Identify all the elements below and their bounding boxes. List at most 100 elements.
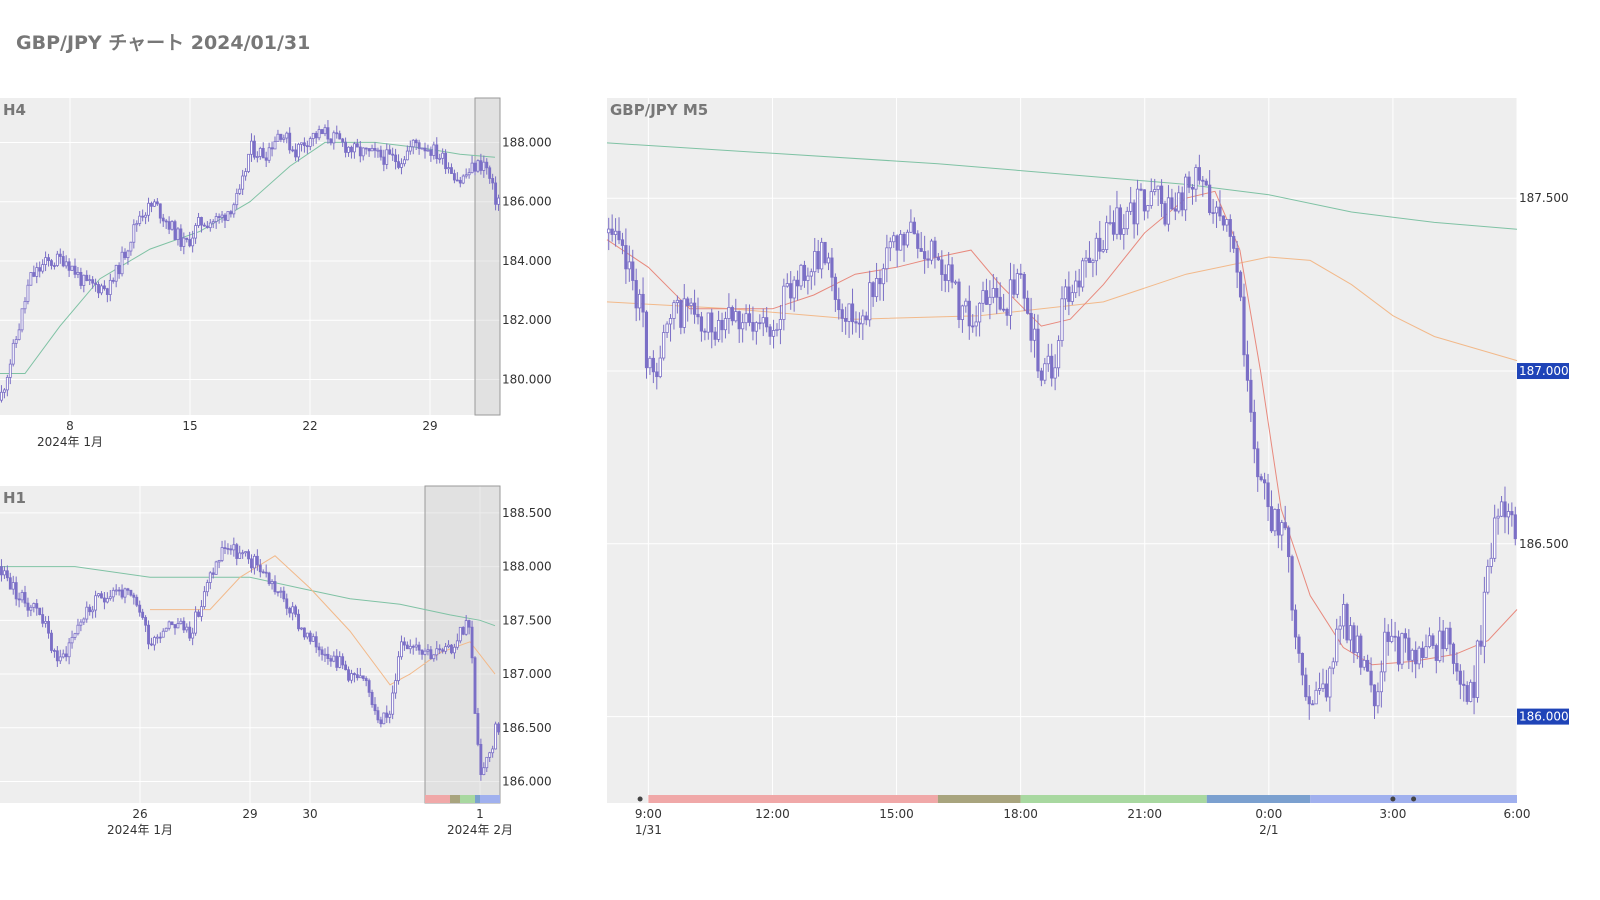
m5-candle-body	[1414, 649, 1418, 665]
m5-candle-body	[706, 312, 710, 333]
h4-candle-body	[241, 175, 245, 190]
m5-candle-body	[1366, 659, 1370, 672]
m5-candle-body	[1311, 703, 1315, 706]
m5-candle-body	[1431, 635, 1435, 646]
page-title: GBP/JPY チャート 2024/01/31	[16, 32, 311, 54]
m5-candle-body	[734, 311, 738, 322]
h1-candle-body	[0, 566, 3, 576]
h4-candle-body	[14, 339, 18, 344]
m5-y-tick-label: 186.500	[1519, 537, 1569, 551]
h4-candle-body	[147, 202, 150, 216]
m5-candle-body	[1475, 640, 1480, 698]
m5-candle-body	[675, 299, 679, 304]
h1-session-bar	[480, 795, 500, 803]
m5-candle-body	[909, 221, 913, 233]
h4-candle-body	[329, 138, 333, 144]
h4-candle-body	[91, 279, 95, 284]
h1-candle-body	[308, 632, 312, 642]
m5-candle-body	[1180, 192, 1184, 211]
m5-candle-body	[1204, 180, 1208, 186]
h1-candle-body	[455, 640, 459, 648]
m5-candle-body	[1469, 681, 1473, 702]
h1-y-tick-label: 188.000	[502, 560, 552, 574]
h1-candle-body	[205, 582, 209, 593]
h4-candle-body	[211, 221, 215, 224]
h1-ma-line-ma_long	[0, 566, 496, 627]
h4-candle-body	[94, 282, 98, 285]
m5-candle-body	[998, 296, 1002, 310]
m5-candle-body	[1012, 279, 1016, 295]
m5-candle-body	[1314, 689, 1318, 705]
h1-candle-body	[129, 589, 133, 596]
m5-candle-body	[778, 319, 783, 330]
m5-candle-body	[857, 322, 861, 325]
h1-candle-body	[32, 603, 36, 608]
h4-candle-body	[155, 201, 159, 205]
h4-y-tick-label: 188.000	[502, 135, 552, 149]
m5-candle-body	[1118, 207, 1122, 235]
m5-candle-body	[720, 320, 724, 331]
m5-candle-body	[1503, 501, 1507, 518]
h1-candle-body	[361, 675, 365, 679]
m5-candle-body	[1355, 635, 1359, 653]
h4-candle-body	[335, 132, 339, 135]
h4-x-tick-label: 29	[422, 419, 437, 433]
h1-candle-body	[317, 646, 321, 651]
m5-candle-body	[1410, 649, 1414, 661]
h1-y-tick-label: 186.000	[502, 775, 552, 789]
h4-candle-body	[158, 203, 162, 219]
m5-candle-body	[940, 259, 944, 275]
m5-candle-body	[1307, 696, 1311, 705]
h1-candle-body	[35, 603, 39, 609]
h1-candle-body	[208, 572, 212, 583]
h1-candle-body	[58, 656, 62, 662]
m5-candle-body	[799, 264, 803, 287]
h1-candle-body	[132, 594, 136, 598]
m5-candle-body	[1142, 189, 1147, 212]
h1-candle-body	[135, 596, 139, 606]
m5-candle-body	[1098, 237, 1102, 252]
m5-candle-body	[682, 298, 686, 328]
m5-candle-body	[1324, 683, 1329, 698]
h4-candle-body	[314, 132, 318, 139]
m5-candle-body	[1063, 286, 1068, 300]
h4-candle-body	[455, 179, 459, 182]
m5-candle-body	[1108, 222, 1112, 224]
h4-candle-body	[5, 377, 9, 391]
h4-candle-body	[76, 272, 80, 275]
m5-candle-body	[1214, 206, 1219, 214]
m5-session-dot	[1411, 796, 1417, 802]
m5-price-tag	[1517, 363, 1569, 380]
m5-candle-body	[1043, 363, 1047, 381]
h4-candle-body	[423, 147, 427, 152]
h4-candle-body	[341, 138, 345, 143]
h4-candle-body	[261, 147, 265, 159]
h4-candle-body	[47, 257, 50, 262]
m5-candle-body	[785, 283, 789, 287]
m5-candle-body	[607, 228, 611, 234]
m5-candle-body	[754, 322, 758, 332]
h1-candle-body	[367, 680, 371, 693]
h4-candle-body	[17, 329, 21, 340]
h4-candle-body	[67, 261, 71, 271]
h4-candle-body	[273, 140, 277, 150]
h1-candle-body	[252, 555, 256, 569]
h1-candle-body	[158, 636, 162, 639]
m5-candle-body	[1493, 517, 1497, 559]
m5-session-dot	[1390, 796, 1396, 802]
h4-candle-body	[117, 264, 121, 275]
m5-candle-body	[710, 312, 714, 333]
h4-candle-body	[361, 147, 365, 157]
h1-candle-body	[347, 669, 350, 681]
m5-candle-body	[1455, 663, 1459, 672]
h1-candle-body	[276, 591, 280, 594]
m5-candle-body	[1379, 671, 1383, 693]
h4-candle-body	[123, 251, 127, 259]
h1-candle-body	[102, 597, 106, 603]
m5-x-tick-label: 15:00	[879, 807, 914, 821]
h4-candle-body	[276, 133, 280, 142]
m5-candle-body	[905, 231, 910, 246]
m5-candle-body	[1211, 212, 1215, 214]
m5-candle-body	[699, 316, 704, 332]
h1-x-tick-sublabel: 2024年 2月	[447, 823, 513, 837]
